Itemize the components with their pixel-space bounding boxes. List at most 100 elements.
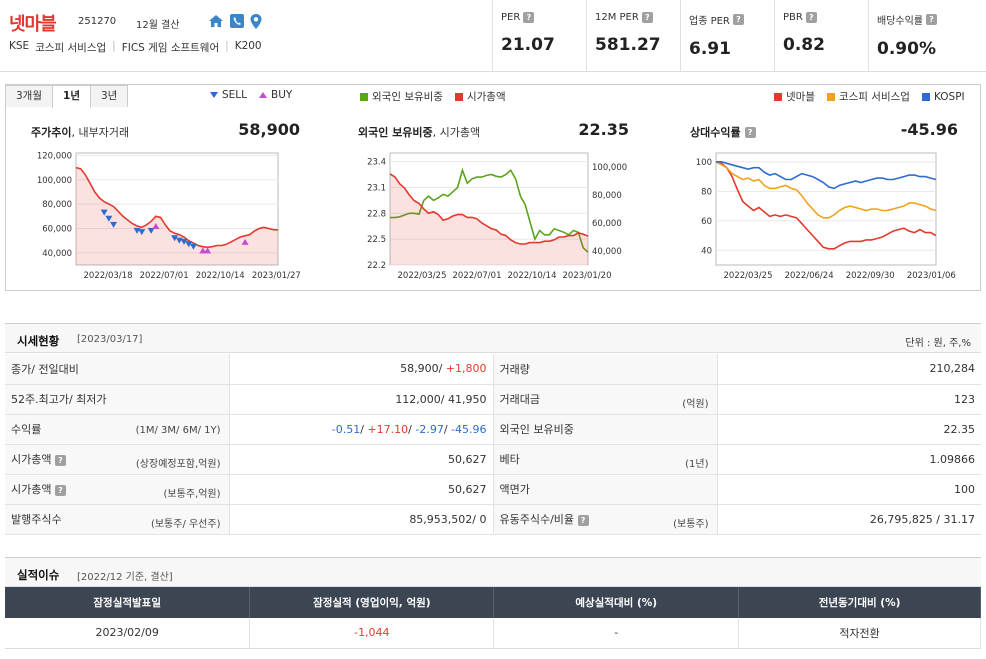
row-label: 유동주식수/비율 ? (보통주) [493, 504, 718, 535]
sell-marker [100, 209, 108, 216]
label-text: 거래량 [499, 362, 530, 376]
metric-label: 업종 PER [689, 16, 730, 27]
y-tick-label: 100 [696, 158, 712, 168]
help-icon[interactable]: ? [744, 126, 756, 138]
home-icon[interactable] [208, 14, 224, 29]
y-tick-label: 40 [701, 246, 712, 256]
row-label: 52주.최고가/ 최저가 [5, 384, 230, 415]
help-icon[interactable]: ? [926, 14, 937, 25]
series-line [715, 161, 937, 250]
label-text: 종가/ 전일대비 [11, 362, 79, 376]
legend-foreign: 외국인 보유비중 [372, 91, 443, 103]
value-text: 50,627 [448, 482, 487, 496]
table-cell: - [493, 618, 740, 649]
help-icon[interactable]: ? [577, 515, 589, 526]
area-fill [76, 167, 278, 265]
value-text: 50,627 [448, 452, 487, 466]
sector-fics: FICS 게임 소프트웨어 [121, 42, 220, 54]
x-tick-label: 2022/10/14 [196, 271, 245, 281]
help-icon[interactable]: ? [54, 485, 66, 496]
label-sub: (보통주/ 우선주) [150, 518, 221, 530]
value-text: 58,900/ [400, 362, 446, 376]
y-tick-label-right: 100,000 [592, 163, 627, 173]
market-table: 종가/ 전일대비 58,900/ +1,800 거래량 210,284 52주.최고가/… [5, 354, 981, 535]
metric-dividend-yield: 배당수익률? 0.90% [868, 0, 962, 72]
x-tick-label: 2023/01/27 [252, 271, 301, 281]
price-chart-value: 58,900 [238, 120, 300, 139]
sell-marker-icon [210, 92, 218, 98]
section-date: [2023/03/17] [77, 334, 143, 345]
row-label: 거래량 [493, 354, 718, 385]
x-tick-label: 2022/07/01 [453, 271, 502, 281]
label-sub: (보통주) [673, 518, 709, 530]
tab-3y[interactable]: 3년 [89, 85, 129, 107]
column-header: 잠정실적발표일 [5, 587, 251, 618]
help-icon[interactable]: ? [732, 14, 744, 25]
column-header: 잠정실적 (영업이익, 억원) [249, 587, 495, 618]
row-label: 시가총액 ? (상장예정포함,억원) [5, 444, 230, 475]
y-tick-label-right: 80,000 [592, 191, 622, 201]
series-line [75, 166, 279, 249]
metric-value: 6.91 [689, 39, 731, 59]
relative-chart-title: 상대수익률? [690, 124, 756, 140]
legend-kospi: KOSPI [933, 90, 965, 103]
label-text: 수익률 [11, 423, 42, 436]
section-title: 실적이슈 [17, 568, 60, 582]
legend-mcap: 시가총액 [466, 91, 506, 103]
value-change: +1,800 [445, 362, 487, 376]
x-tick-label: 2022/10/14 [508, 271, 557, 281]
help-icon[interactable]: ? [805, 12, 817, 23]
label-text: 액면가 [499, 483, 530, 496]
row-label: 발행주식수 (보통주/ 우선주) [5, 504, 230, 535]
metric-value: 0.90% [877, 39, 936, 59]
row-label: 액면가 [493, 474, 718, 505]
y-tick-label: 22.5 [367, 235, 386, 245]
help-icon[interactable]: ? [523, 12, 535, 23]
metric-12m-per: 12M PER? 581.27 [586, 0, 680, 72]
foreign-chart-title: 외국인 보유비중, 시가총액 [358, 124, 480, 140]
title-text: 주가추이 [31, 126, 72, 139]
table-row: 시가총액 ? (상장예정포함,억원) 50,627 베타 (1년) 1.09866 [5, 444, 981, 475]
relative-legend: 넷마블 코스피 서비스업 KOSPI [774, 89, 965, 104]
help-icon[interactable]: ? [54, 455, 66, 466]
company-name: 넷마블 [9, 14, 57, 35]
metric-value: 581.27 [595, 35, 661, 55]
earnings-table: 잠정실적발표일 잠정실적 (영업이익, 억원) 예상실적대비 (%) 전년동기대… [5, 587, 981, 649]
settlement-month: 12월 결산 [136, 20, 180, 31]
tab-1y[interactable]: 1년 [52, 85, 91, 108]
price-chart-title: 주가추이, 내부자거래 [31, 124, 129, 140]
label-sub: (보통주,억원) [163, 488, 221, 500]
title-sub: , 내부자거래 [71, 126, 130, 139]
market-name: KSE [9, 40, 30, 52]
y-tick-label-right: 60,000 [592, 219, 622, 229]
table-row: 발행주식수 (보통주/ 우선주) 85,953,502/ 0 유동주식수/비율 ? (보… [5, 504, 981, 535]
metric-label: 12M PER [595, 12, 639, 23]
metric-sector-per: 업종 PER? 6.91 [680, 0, 774, 72]
value-text: 112,000/ 41,950 [395, 392, 487, 406]
buy-marker [241, 238, 249, 245]
metric-value: 21.07 [501, 35, 555, 55]
location-pin-icon[interactable] [250, 14, 262, 29]
y-tick-label: 22.2 [367, 261, 386, 271]
foreign-legend: 외국인 보유비중 시가총액 [360, 89, 506, 104]
help-icon[interactable]: ? [641, 12, 653, 23]
label-text: 외국인 보유비중 [499, 423, 574, 436]
company-icons [208, 14, 262, 29]
legend-net: 넷마블 [786, 91, 815, 103]
divider: | [225, 40, 229, 52]
relative-return-chart: 100 80 60 40 2022/03/25 2022/06/24 2022/09/30 2… [696, 152, 956, 281]
row-label: 종가/ 전일대비 [5, 354, 230, 385]
y-tick-label: 100,000 [37, 176, 72, 186]
row-value: 22.35 [717, 414, 981, 445]
phone-icon[interactable] [230, 14, 244, 29]
unit-label: 단위 : 원, 주,% [905, 338, 971, 349]
row-value: 50,627 [229, 474, 494, 505]
return-3m: +17.10 [367, 422, 409, 436]
sell-marker [189, 243, 197, 250]
tab-3m[interactable]: 3개월 [5, 85, 54, 107]
metric-label: PER [501, 12, 521, 23]
series-line [716, 161, 937, 190]
metric-value: 0.82 [783, 35, 825, 55]
perf-section-header: 실적이슈 [2022/12 기준, 결산] [5, 557, 981, 587]
